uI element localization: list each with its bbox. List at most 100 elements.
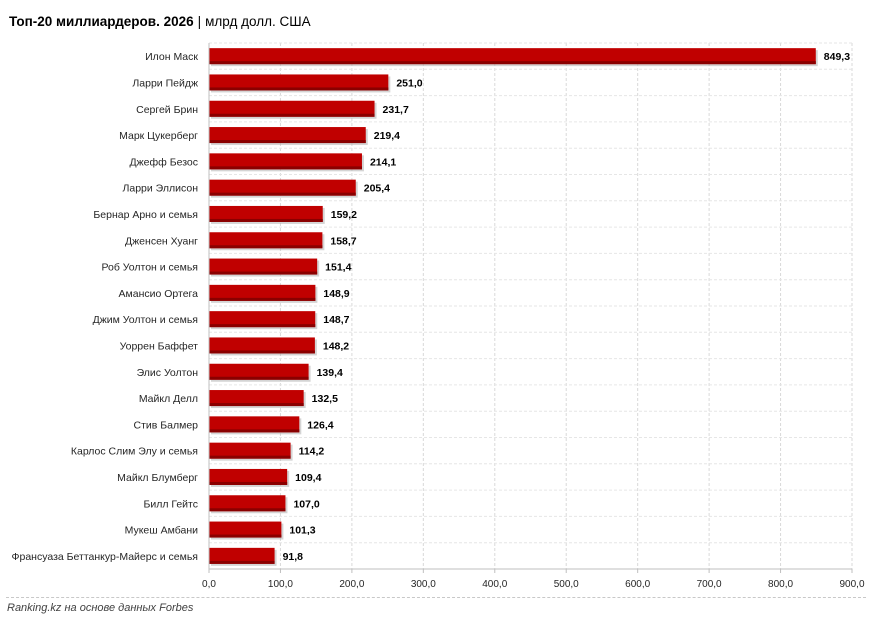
bar-edge — [209, 324, 316, 328]
x-tick-label: 700,0 — [697, 579, 722, 590]
data-label: 126,4 — [307, 419, 333, 431]
x-tick-label: 100,0 — [268, 579, 293, 590]
bar-edge — [209, 560, 275, 564]
category-label: Элис Уолтон — [137, 367, 199, 379]
bar — [209, 179, 356, 196]
bar-layer — [209, 48, 818, 566]
category-label: Амансио Ортега — [119, 288, 199, 300]
data-label: 251,0 — [396, 77, 422, 89]
bar — [209, 232, 323, 249]
bar — [209, 468, 288, 485]
data-label: 219,4 — [374, 130, 400, 142]
data-label: 109,4 — [295, 472, 321, 484]
category-label: Карлос Слим Элу и семья — [71, 446, 198, 458]
axis-layer: 0,0 100,0 200,0 300,0 400,0 500,0 600,0 700,0 80… — [202, 43, 865, 590]
data-label: 148,7 — [323, 314, 349, 326]
category-label: Ларри Эллисон — [122, 183, 198, 195]
bar — [209, 284, 316, 301]
data-label: 158,7 — [330, 235, 356, 247]
source-divider — [6, 597, 866, 598]
category-label: Билл Гейтс — [143, 498, 198, 510]
category-label: Майкл Блумберг — [117, 472, 198, 484]
bar — [209, 337, 315, 354]
chart-title-main: Топ-20 миллиардеров. 2026 — [9, 14, 194, 29]
bar-edge — [209, 192, 356, 196]
x-tick-label: 400,0 — [482, 579, 507, 590]
label-layer: Илон Маск 849,3 Ларри Пейдж 251,0 Сергей Бри… — [12, 51, 851, 563]
x-tick-label: 200,0 — [339, 579, 364, 590]
data-label: 231,7 — [383, 104, 409, 116]
category-label: Ларри Пейдж — [132, 77, 198, 89]
grid-layer — [209, 42, 853, 570]
data-label: 91,8 — [283, 551, 304, 563]
bar-edge — [209, 218, 323, 222]
chart-title: Топ-20 миллиардеров. 2026 | млрд долл. США — [9, 14, 311, 29]
x-tick-label: 600,0 — [625, 579, 650, 590]
bar — [209, 416, 300, 433]
bar-edge — [209, 508, 286, 512]
source-note: Ranking.kz на основе данных Forbes — [7, 602, 194, 614]
x-tick-label: 900,0 — [839, 579, 864, 590]
bar-edge — [209, 481, 288, 485]
bar — [209, 153, 362, 170]
bar — [209, 100, 375, 117]
bar — [209, 258, 318, 275]
data-label: 214,1 — [370, 156, 396, 168]
chart-title-separator: | — [197, 14, 202, 29]
bar-edge — [209, 245, 323, 249]
bar-edge — [209, 140, 366, 144]
bar — [209, 495, 286, 512]
x-tick-label: 500,0 — [554, 579, 579, 590]
bar-edge — [209, 534, 282, 538]
bar-edge — [209, 87, 389, 91]
bar-edge — [209, 166, 362, 170]
category-label: Илон Маск — [145, 51, 198, 63]
data-label: 148,9 — [323, 288, 349, 300]
bar-edge — [209, 455, 291, 459]
category-label: Уоррен Баффет — [120, 340, 199, 352]
category-label: Роб Уолтон и семья — [101, 262, 198, 274]
bar — [209, 48, 816, 65]
bar — [209, 363, 309, 380]
data-label: 849,3 — [824, 51, 850, 63]
category-label: Стив Балмер — [133, 419, 198, 431]
category-label: Сергей Брин — [136, 104, 198, 116]
data-label: 114,2 — [299, 446, 325, 458]
bar-edge — [209, 61, 816, 65]
category-label: Бернар Арно и семья — [93, 209, 198, 221]
data-label: 132,5 — [312, 393, 338, 405]
bar — [209, 521, 282, 538]
bar — [209, 311, 316, 328]
bar — [209, 390, 304, 407]
data-label: 101,3 — [289, 525, 315, 537]
category-label: Марк Цукерберг — [119, 130, 198, 142]
category-label: Джефф Безос — [130, 156, 198, 168]
x-tick-label: 300,0 — [411, 579, 436, 590]
data-label: 151,4 — [325, 262, 351, 274]
bar — [209, 74, 389, 91]
bar — [209, 127, 366, 144]
bar — [209, 547, 275, 564]
category-label: Майкл Делл — [139, 393, 198, 405]
category-label: Мукеш Амбани — [125, 525, 199, 537]
category-label: Джим Уолтон и семья — [93, 314, 198, 326]
bar-edge — [209, 429, 300, 433]
chart-title-unit: млрд долл. США — [205, 14, 311, 29]
data-label: 159,2 — [331, 209, 357, 221]
bar-edge — [209, 297, 316, 301]
data-label: 139,4 — [317, 367, 343, 379]
bar-edge — [209, 376, 309, 380]
bar — [209, 442, 291, 459]
category-label: Дженсен Хуанг — [125, 235, 198, 247]
category-label: Франсуаза Беттанкур-Майерс и семья — [12, 551, 199, 563]
bar — [209, 205, 323, 222]
bar-edge — [209, 403, 304, 407]
bar-edge — [209, 350, 315, 354]
data-label: 107,0 — [293, 498, 319, 510]
bar-edge — [209, 113, 375, 117]
x-tick-label: 0,0 — [202, 579, 216, 590]
data-label: 205,4 — [364, 183, 390, 195]
bar-edge — [209, 271, 318, 275]
data-label: 148,2 — [323, 340, 349, 352]
